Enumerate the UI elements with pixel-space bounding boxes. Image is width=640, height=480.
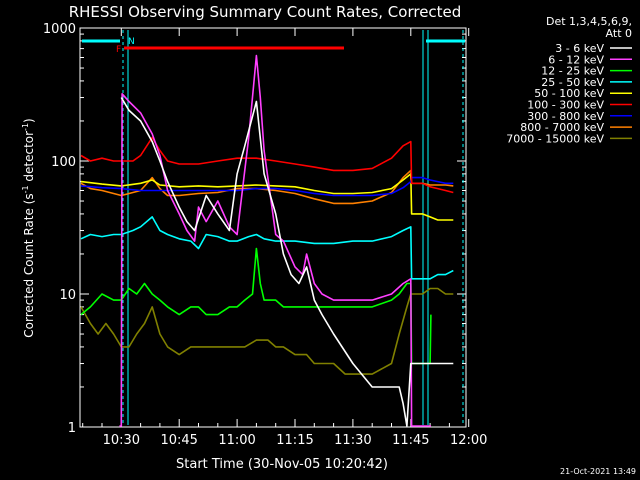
y-tick-label: 100 [51, 155, 76, 170]
legend-label-8: 7000 - 15000 keV [506, 132, 604, 145]
x-tick-label: 10:30 [103, 433, 140, 448]
legend-label-4: 50 - 100 keV [534, 87, 604, 100]
series-lines [80, 54, 454, 427]
x-tick-label: 10:45 [160, 433, 197, 448]
series-line-0 [120, 97, 454, 427]
legend-label-0: 3 - 6 keV [555, 42, 604, 55]
plot-area: 10:30 10:45 11:00 11:15 11:30 11:45 12:00 1101… [43, 22, 488, 448]
y-tick-label: 1 [68, 421, 76, 436]
y-label-prefix: Corrected Count Rate (s [22, 193, 36, 337]
x-axis-ticks: 10:30 10:45 11:00 11:15 11:30 11:45 12:00 [82, 28, 487, 448]
series-line-8 [80, 287, 454, 375]
mode-boundary-lines [122, 30, 464, 425]
legend-label-2: 12 - 25 keV [541, 65, 604, 78]
series-line-6 [80, 176, 454, 197]
y-tick-label: 1000 [43, 22, 76, 37]
legend-label-1: 6 - 12 keV [548, 53, 604, 66]
saa-flag-label: N [128, 37, 135, 47]
flare-flag-label: F [116, 45, 121, 55]
legend-header-line2: Att 0 [606, 27, 632, 40]
series-line-1 [119, 54, 431, 427]
x-tick-label: 11:30 [334, 433, 371, 448]
y-axis-label: Corrected Count Rate (s-1 detector-1) [21, 118, 36, 337]
chart-title: RHESSI Observing Summary Count Rates, Co… [69, 3, 462, 21]
y-label-sup1: -1 [21, 185, 30, 193]
legend-label-6: 300 - 800 keV [527, 110, 604, 123]
y-tick-label: 10 [59, 288, 76, 303]
legend-label-3: 25 - 50 keV [541, 76, 604, 89]
flag-bars: F N [82, 37, 465, 55]
y-label-mid: detector [22, 131, 36, 186]
x-axis-label: Start Time (30-Nov-05 10:20:42) [176, 457, 388, 472]
timestamp-label: 21-Oct-2021 13:49 [560, 467, 636, 476]
series-line-2 [80, 247, 432, 365]
y-label-suffix: ) [22, 118, 36, 123]
x-tick-label: 11:00 [218, 433, 255, 448]
plot-frame [79, 27, 467, 428]
y-axis-ticks: 1 10 100 1000 [43, 22, 466, 436]
series-line-4 [80, 173, 454, 221]
y-label-sup2: -1 [21, 123, 30, 131]
x-tick-label: 12:00 [450, 433, 487, 448]
x-tick-label: 11:45 [392, 433, 429, 448]
legend-label-5: 100 - 300 keV [527, 99, 604, 112]
legend-header-line1: Det 1,3,4,5,6,9, [546, 15, 632, 28]
legend-label-7: 800 - 7000 keV [520, 121, 604, 134]
x-tick-label: 11:15 [276, 433, 313, 448]
series-line-3 [80, 216, 454, 280]
